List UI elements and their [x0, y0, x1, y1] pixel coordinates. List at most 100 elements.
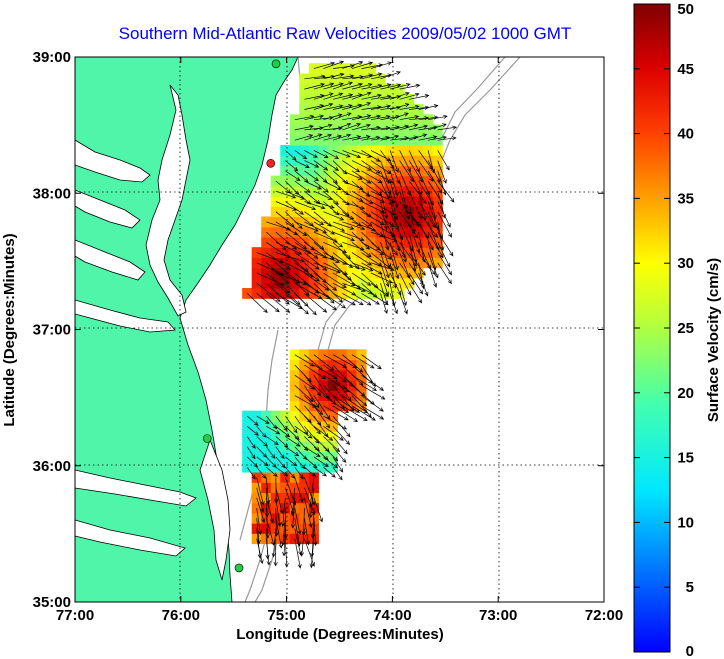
velocity-cell [318, 420, 329, 432]
velocity-arrow [323, 405, 349, 421]
radar-station-marker [234, 563, 244, 573]
velocity-arrow [304, 201, 326, 210]
velocity-cell [308, 114, 319, 126]
colorbar-tick-label: 45 [677, 61, 694, 78]
velocity-cell [356, 359, 367, 371]
velocity-arrow [313, 262, 341, 274]
velocity-arrow [342, 160, 361, 173]
velocity-arrow [323, 113, 343, 121]
velocity-cell [308, 206, 319, 218]
velocity-arrow [351, 252, 372, 266]
velocity-arrow [309, 538, 315, 569]
velocity-cell [261, 441, 272, 453]
velocity-arrow [332, 466, 343, 481]
velocity-cell [270, 206, 281, 218]
velocity-cell [261, 277, 272, 289]
velocity-arrow [332, 374, 352, 402]
velocity-arrow [332, 364, 354, 387]
velocity-cell [299, 196, 310, 207]
velocity-arrow [361, 293, 380, 305]
velocity-arrow [418, 191, 427, 221]
velocity-cell [261, 247, 272, 258]
velocity-cell [270, 533, 281, 545]
velocity-arrow [418, 201, 436, 229]
velocity-arrow [313, 133, 333, 141]
velocity-arrow [342, 231, 365, 241]
velocity-cell [318, 114, 329, 126]
velocity-arrow [294, 272, 320, 294]
y-tick-label: 37:00 [33, 322, 71, 339]
velocity-cell [299, 431, 310, 442]
velocity-arrow [351, 354, 375, 369]
velocity-arrow [266, 466, 278, 477]
velocity-arrow [304, 364, 327, 380]
velocity-cell [308, 431, 319, 442]
velocity-arrow [342, 374, 366, 397]
velocity-arrow [342, 211, 362, 227]
velocity-arrow [437, 170, 447, 196]
velocity-arrow [351, 262, 374, 272]
velocity-arrow [285, 211, 303, 229]
velocity-arrow [399, 104, 420, 110]
velocity-cell [299, 482, 310, 493]
velocity-arrow [313, 456, 329, 468]
velocity-arrow [323, 134, 342, 141]
velocity-arrow [294, 201, 317, 210]
velocity-cell [346, 175, 358, 187]
velocity-arrow [274, 507, 279, 537]
velocity-cell [346, 114, 358, 126]
velocity-cell [261, 533, 272, 545]
velocity-cell [299, 420, 310, 432]
velocity-cell [384, 124, 396, 136]
velocity-arrow [351, 102, 372, 110]
velocity-arrow [351, 180, 371, 198]
velocity-cell [404, 114, 415, 126]
velocity-cell [308, 73, 319, 85]
velocity-arrow [323, 364, 347, 383]
velocity-arrow [275, 211, 295, 228]
velocity-cell [318, 461, 329, 473]
velocity-arrow [304, 133, 323, 141]
velocity-arrow [332, 446, 347, 463]
velocity-arrow [304, 252, 328, 271]
velocity-arrow [265, 477, 271, 505]
velocity-cell [318, 257, 329, 269]
velocity-arrow [313, 150, 329, 158]
velocity-cell [384, 226, 396, 238]
velocity-arrow [408, 272, 424, 295]
velocity-cell [318, 196, 329, 207]
velocity-arrow [304, 160, 320, 168]
velocity-cell [299, 257, 310, 269]
velocity-cell [261, 236, 272, 248]
velocity-arrow [285, 272, 310, 296]
velocity-arrow [399, 232, 408, 263]
velocity-arrows [246, 60, 458, 569]
velocity-cell [346, 196, 358, 207]
velocity-arrow [304, 82, 325, 90]
velocity-arrow [323, 190, 339, 205]
velocity-cell [356, 93, 367, 105]
velocity-arrow [427, 180, 444, 205]
velocity-arrow [285, 201, 304, 215]
velocity-cell [346, 104, 358, 115]
velocity-arrow [389, 211, 404, 241]
velocity-arrow [310, 528, 315, 558]
velocity-arrow [304, 211, 325, 226]
velocity-cell [318, 144, 329, 156]
velocity-arrow [313, 160, 329, 171]
velocity-arrow [304, 170, 319, 182]
velocity-cell [404, 247, 415, 258]
colorbar-ticks: 0 5 10 15 20 25 30 35 40 45 50 [634, 1, 694, 659]
velocity-arrow [389, 160, 400, 185]
velocity-arrow [285, 466, 296, 479]
velocity-arrow [427, 123, 447, 131]
chesapeake-bay [75, 84, 231, 581]
velocity-arrow [313, 518, 318, 547]
velocity-cell [242, 461, 253, 473]
x-tick-label: 74:00 [373, 607, 411, 624]
velocity-cell [318, 247, 329, 258]
velocity-arrow [266, 446, 276, 459]
velocity-cell [308, 359, 319, 371]
velocity-arrow [256, 426, 267, 438]
